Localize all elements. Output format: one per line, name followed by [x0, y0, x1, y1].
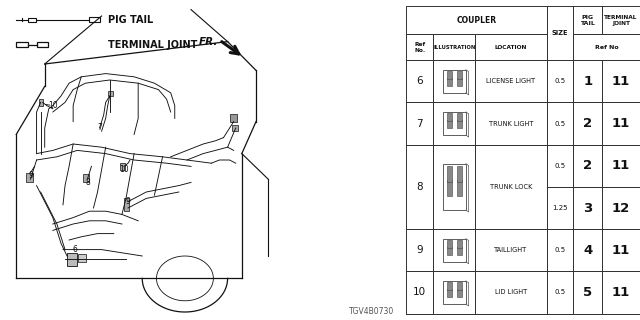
Text: 9: 9	[125, 197, 131, 206]
Bar	[443, 281, 466, 304]
Bar	[78, 254, 86, 262]
Bar	[456, 289, 461, 297]
Text: 11: 11	[612, 159, 630, 172]
Bar	[16, 42, 28, 47]
Text: 5: 5	[583, 286, 593, 299]
Text: 10: 10	[119, 165, 129, 174]
Text: 11: 11	[612, 117, 630, 130]
Bar	[456, 240, 461, 248]
Bar	[36, 42, 48, 47]
Text: 3: 3	[583, 202, 593, 214]
Text: LICENSE LIGHT: LICENSE LIGHT	[486, 78, 536, 84]
Text: FR.: FR.	[199, 36, 218, 47]
Bar	[456, 78, 461, 86]
Text: 7: 7	[97, 124, 102, 132]
Text: 4: 4	[583, 244, 593, 257]
Text: 0.5: 0.5	[554, 78, 566, 84]
Text: 1.25: 1.25	[552, 205, 568, 211]
Text: TAILLIGHT: TAILLIGHT	[494, 247, 527, 253]
Text: 0.5: 0.5	[554, 290, 566, 295]
Text: TGV4B0730: TGV4B0730	[349, 307, 394, 316]
Bar	[83, 174, 90, 182]
Bar	[443, 70, 466, 93]
Bar	[456, 71, 461, 79]
Bar	[26, 173, 33, 182]
Bar	[456, 282, 461, 290]
Bar	[447, 289, 452, 297]
Text: 2: 2	[583, 159, 593, 172]
Bar	[120, 163, 125, 170]
Bar	[447, 166, 452, 182]
Bar	[230, 114, 237, 122]
Bar	[28, 18, 36, 22]
Text: 8: 8	[85, 178, 90, 187]
Bar	[124, 198, 129, 211]
Text: LOCATION: LOCATION	[495, 44, 527, 50]
Text: TRUNK LIGHT: TRUNK LIGHT	[489, 121, 533, 126]
Text: 9: 9	[28, 172, 33, 180]
Bar	[456, 180, 461, 196]
Bar	[447, 71, 452, 79]
Bar	[447, 282, 452, 290]
Text: Ref No: Ref No	[595, 44, 618, 50]
Text: 6: 6	[417, 76, 423, 86]
Bar	[108, 91, 113, 96]
Bar	[232, 125, 237, 131]
Bar	[447, 247, 452, 255]
Bar	[447, 240, 452, 248]
Text: 10: 10	[413, 287, 426, 298]
Bar	[443, 164, 466, 210]
Bar	[90, 17, 100, 22]
Text: 7: 7	[417, 118, 423, 129]
Bar	[456, 113, 461, 121]
Text: 8: 8	[417, 182, 423, 192]
Bar	[38, 99, 44, 106]
Bar	[447, 180, 452, 196]
Bar	[447, 113, 452, 121]
Bar	[456, 120, 461, 128]
Bar	[443, 112, 466, 135]
Text: 0.5: 0.5	[554, 163, 566, 169]
Text: 9: 9	[417, 245, 423, 255]
Text: 11: 11	[612, 286, 630, 299]
Text: 11: 11	[612, 244, 630, 257]
Text: 12: 12	[612, 202, 630, 214]
Text: 2: 2	[583, 117, 593, 130]
Text: LID LIGHT: LID LIGHT	[495, 290, 527, 295]
Text: 11: 11	[612, 75, 630, 88]
Text: ILLUSTRATION: ILLUSTRATION	[433, 44, 476, 50]
Text: SIZE: SIZE	[552, 30, 568, 36]
Text: Ref
No.: Ref No.	[414, 42, 426, 52]
Bar	[456, 247, 461, 255]
Text: 0.5: 0.5	[554, 121, 566, 126]
Text: 10: 10	[48, 101, 58, 110]
Text: 1: 1	[583, 75, 593, 88]
Text: COUPLER: COUPLER	[456, 16, 497, 25]
Text: TRUNK LOCK: TRUNK LOCK	[490, 184, 532, 190]
Text: PIG
TAIL: PIG TAIL	[580, 15, 595, 26]
Text: TERMINAL
JOINT: TERMINAL JOINT	[604, 15, 638, 26]
Text: 6: 6	[73, 245, 77, 254]
Text: TERMINAL JOINT: TERMINAL JOINT	[108, 40, 197, 50]
Bar	[443, 239, 466, 262]
Text: 0.5: 0.5	[554, 247, 566, 253]
Text: PIG TAIL: PIG TAIL	[108, 15, 153, 25]
Bar	[456, 166, 461, 182]
Bar	[67, 253, 77, 266]
Bar	[447, 120, 452, 128]
Bar	[447, 78, 452, 86]
